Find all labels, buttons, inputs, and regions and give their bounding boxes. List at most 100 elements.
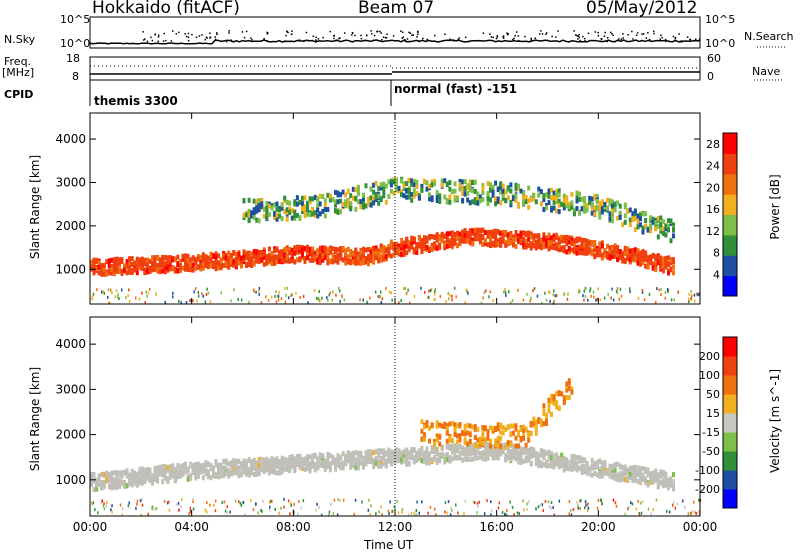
- range-cell: [356, 452, 360, 458]
- noise-cell: [584, 506, 586, 510]
- range-cell: [448, 194, 452, 200]
- range-cell: [600, 460, 604, 466]
- range-cell: [168, 262, 172, 268]
- noise-cell: [293, 502, 295, 506]
- range-cell: [181, 469, 185, 474]
- range-cell: [636, 478, 640, 484]
- range-cell: [527, 437, 531, 443]
- range-cell: [633, 247, 637, 253]
- noise-cell: [647, 507, 650, 511]
- noise-cell: [117, 292, 119, 296]
- noise-cell: [283, 497, 285, 501]
- range-cell: [344, 457, 348, 463]
- range-cell: [547, 408, 551, 414]
- range-cell: [506, 440, 510, 446]
- range-cell: [595, 472, 599, 478]
- range-cell: [667, 270, 670, 276]
- range-cell: [285, 199, 289, 205]
- range-cell: [529, 197, 533, 203]
- noise-cell: [579, 507, 581, 511]
- range-cell: [524, 238, 528, 244]
- range-cell: [557, 192, 561, 198]
- range-cell: [537, 463, 541, 469]
- range-cell: [583, 204, 587, 210]
- range-cell: [522, 230, 526, 236]
- range-cell: [522, 435, 526, 441]
- noise-cell: [660, 293, 662, 296]
- range-cell: [428, 192, 431, 198]
- noise-cell: [451, 298, 453, 302]
- range-cell: [374, 245, 378, 251]
- range-cell: [102, 263, 106, 269]
- range-cell: [476, 230, 480, 236]
- range-cell: [453, 447, 457, 453]
- nsearch-dot: [214, 36, 216, 38]
- range-cell: [250, 213, 254, 219]
- noise-cell: [315, 508, 317, 512]
- range-cell: [298, 247, 302, 253]
- noise-cell: [108, 301, 110, 305]
- range-cell: [478, 454, 482, 460]
- noise-cell: [103, 291, 106, 295]
- range-cell: [379, 449, 383, 455]
- range-cell: [661, 256, 665, 262]
- range-cell: [224, 255, 228, 261]
- range-cell: [384, 459, 388, 465]
- range-cell: [92, 487, 96, 493]
- range-cell: [575, 206, 579, 211]
- range-cell: [504, 229, 508, 235]
- range-cell: [321, 208, 325, 214]
- noise-cell: [385, 286, 387, 290]
- nsearch-dot: [502, 37, 505, 39]
- range-cell: [270, 461, 274, 467]
- range-cell: [433, 441, 437, 447]
- range-cell: [186, 258, 190, 264]
- range-cell: [435, 194, 439, 200]
- range-cell: [341, 463, 345, 469]
- nsearch-dot: [184, 33, 186, 35]
- range-cell: [184, 253, 187, 259]
- range-cell: [173, 257, 177, 263]
- range-cell: [184, 465, 187, 471]
- range-cell: [311, 246, 315, 252]
- noise-cell: [658, 288, 660, 292]
- range-cell: [468, 457, 472, 462]
- range-cell: [135, 270, 139, 276]
- noise-cell: [616, 287, 619, 290]
- noise-cell: [568, 512, 570, 516]
- range-cell: [227, 471, 231, 477]
- noise-cell: [566, 297, 569, 301]
- range-cell: [448, 421, 452, 427]
- noise-cell: [141, 503, 144, 507]
- nsearch-dot: [422, 37, 424, 40]
- range-cell: [458, 433, 462, 439]
- range-cell: [290, 454, 294, 459]
- range-cell: [633, 477, 637, 483]
- range-cell: [539, 418, 543, 424]
- noise-cell: [615, 504, 618, 508]
- range-cell: [664, 263, 668, 269]
- range-cell: [504, 442, 508, 448]
- range-cell: [440, 446, 444, 452]
- noise-cell: [238, 500, 240, 504]
- nsearch-dot: [245, 30, 248, 33]
- range-cell: [267, 460, 271, 466]
- range-cell: [588, 249, 592, 255]
- colorbar-tick-label: -15: [702, 426, 720, 439]
- range-cell: [234, 467, 238, 473]
- colorbar-tick-label: 4: [713, 268, 720, 281]
- noise-cell: [505, 513, 508, 517]
- range-cell: [275, 247, 279, 253]
- range-cell: [641, 211, 645, 217]
- noise-cell: [552, 301, 555, 305]
- range-cell: [257, 218, 261, 224]
- range-cell: [247, 469, 251, 475]
- range-cell: [153, 255, 157, 261]
- range-cell: [290, 208, 294, 214]
- range-cell: [100, 267, 104, 273]
- range-cell: [466, 422, 470, 428]
- range-cell: [402, 251, 406, 257]
- noise-cell: [339, 289, 341, 293]
- range-cell: [189, 267, 193, 273]
- range-cell: [664, 232, 668, 238]
